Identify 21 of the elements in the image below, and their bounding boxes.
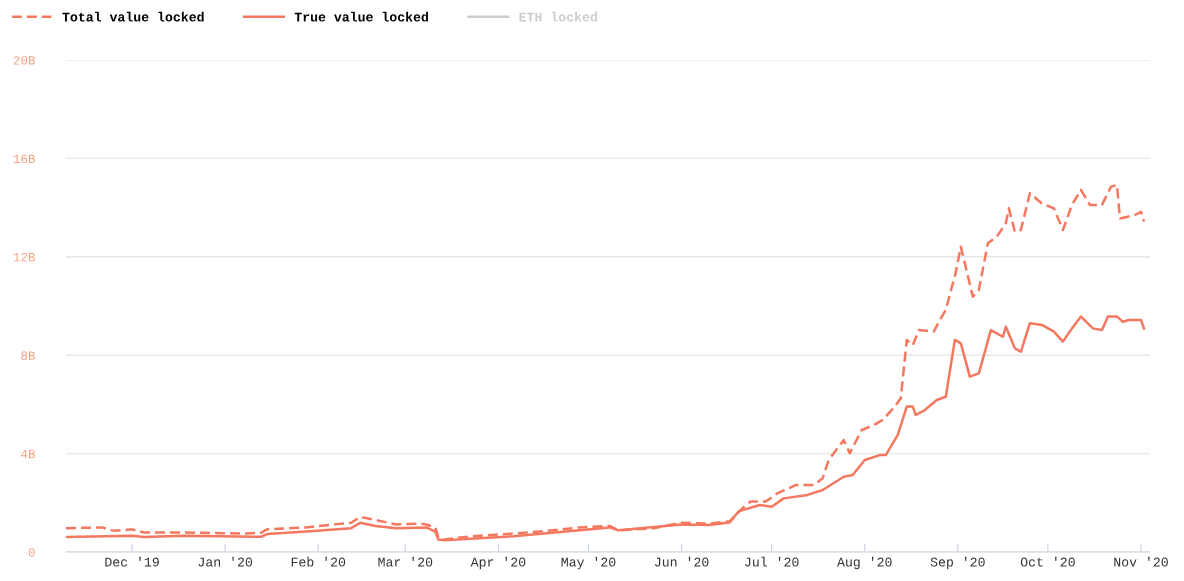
y-tick-label: 4B bbox=[21, 449, 35, 459]
y-tick-label: 0 bbox=[28, 548, 35, 557]
x-tick-label: Dec '19 bbox=[105, 556, 159, 567]
legend-label: Total value locked bbox=[62, 11, 204, 22]
x-tick-label: Aug '20 bbox=[837, 556, 892, 570]
line-series bbox=[66, 183, 1146, 541]
x-tick-label: May '20 bbox=[561, 556, 616, 570]
y-tick-label: 16B bbox=[13, 154, 35, 164]
y-tick-label: 8B bbox=[21, 351, 35, 360]
y-tick-label: 20B bbox=[13, 56, 35, 65]
x-tick-label: Apr '20 bbox=[470, 556, 526, 570]
legend-label: True value locked bbox=[294, 11, 428, 22]
x-tick-label: Mar '20 bbox=[378, 556, 433, 567]
x-tick-label: Jul '20 bbox=[745, 556, 799, 567]
x-tick-label: Jun '20 bbox=[654, 556, 709, 567]
y-tick-label: 12B bbox=[13, 252, 35, 262]
x-tick-label: Jan '20 bbox=[198, 556, 253, 567]
x-tick-label: Nov '20 bbox=[1114, 556, 1168, 567]
x-tick-label: Feb '20 bbox=[291, 556, 346, 567]
x-tick-label: Oct '20 bbox=[1020, 556, 1075, 567]
x-tick-label: Sep '20 bbox=[930, 556, 985, 570]
